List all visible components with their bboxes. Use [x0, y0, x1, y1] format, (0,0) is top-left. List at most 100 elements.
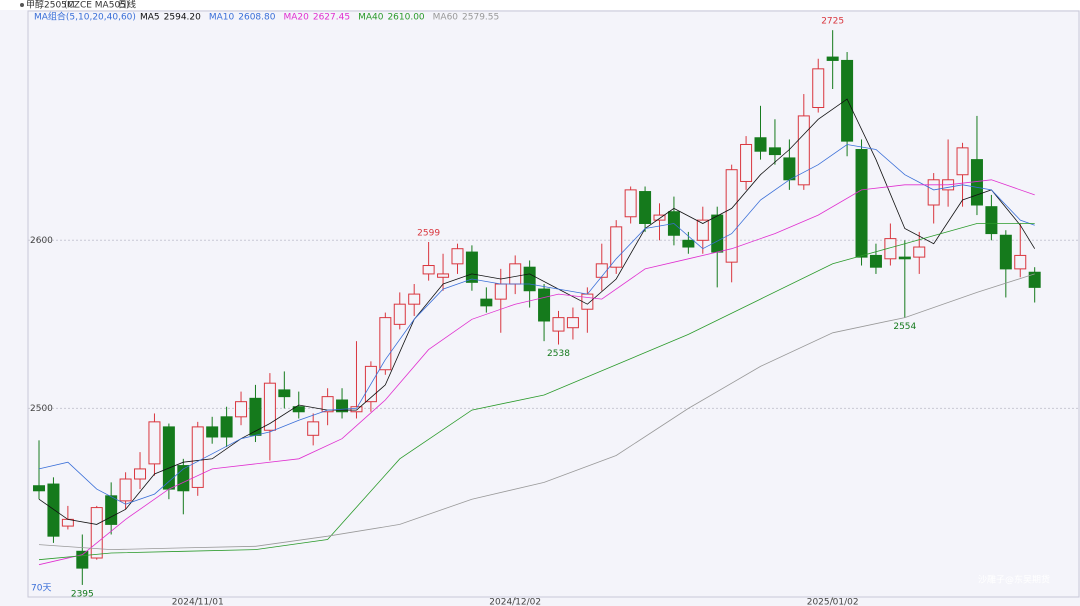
candle-body	[797, 115, 810, 186]
subtitle: (CZCE MA505)	[64, 1, 129, 11]
candle-body	[191, 426, 204, 488]
candle-body	[393, 303, 406, 325]
candle-body	[235, 401, 248, 418]
candle-body	[509, 263, 522, 285]
count-label: 70天	[31, 584, 51, 594]
candle-body	[47, 483, 60, 537]
candle-body	[581, 293, 594, 310]
candle-body	[336, 399, 349, 413]
candle-body	[754, 137, 767, 152]
candle-body	[307, 421, 320, 436]
extreme-label: 2395	[71, 589, 94, 599]
candle-body	[711, 214, 724, 253]
ma-line	[38, 179, 1035, 566]
watermark: 沙雕子@东吴期货	[978, 574, 1050, 586]
extreme-label: 2599	[417, 228, 440, 238]
indicator-label: MA组合(5,10,20,40,60)	[34, 11, 136, 23]
candle-body	[538, 288, 551, 322]
x-tick-label: 2024/11/01	[172, 598, 224, 606]
candle-body	[206, 426, 219, 438]
candle-body	[682, 239, 695, 248]
candle-body	[249, 397, 262, 436]
legend-name: MA20	[283, 13, 309, 23]
header-bar	[0, 0, 1080, 10]
candle-body	[134, 468, 147, 480]
candle-body	[913, 246, 926, 258]
candle-body	[653, 214, 666, 221]
extreme-label: 2538	[547, 349, 570, 359]
candle-body	[869, 254, 882, 268]
legend-value: 2610.00	[387, 13, 424, 23]
candle-body	[523, 266, 536, 292]
candle-body	[465, 251, 478, 283]
candle-body	[422, 265, 435, 275]
candle-body	[696, 219, 709, 241]
candle-body	[566, 317, 579, 329]
candle-body	[956, 147, 969, 176]
candle-body	[999, 234, 1012, 270]
candle-body	[783, 157, 796, 181]
candle-body	[148, 421, 161, 465]
legend-value: 2627.45	[313, 13, 350, 23]
legend-name: MA60	[433, 13, 459, 23]
candle-body	[350, 406, 363, 413]
extreme-label: 2725	[821, 17, 844, 27]
candle-body	[768, 147, 781, 156]
extreme-label: 2554	[893, 322, 916, 332]
candle-body	[480, 298, 493, 307]
x-tick-label: 2024/12/02	[489, 598, 541, 606]
icon	[20, 3, 24, 7]
candle-body	[639, 191, 652, 224]
legend-value: 2608.80	[238, 13, 275, 23]
plot-frame	[27, 10, 1080, 598]
candle-body	[898, 256, 911, 260]
candle-body	[33, 485, 46, 492]
candle-body	[985, 206, 998, 235]
candle-body	[90, 507, 103, 559]
title: 甲醇2505M	[26, 0, 75, 11]
candle-body	[740, 143, 753, 182]
candle-body	[263, 382, 276, 431]
candle-body	[725, 169, 738, 263]
ma-line	[38, 223, 1035, 561]
candle-body	[408, 293, 421, 305]
candle-body	[220, 416, 233, 438]
candle-body	[437, 273, 450, 278]
ma-line	[38, 98, 1036, 525]
candle-body	[884, 238, 897, 260]
legend-value: 2594.20	[164, 13, 201, 23]
candle-body	[321, 396, 334, 413]
candle-body	[119, 478, 132, 502]
candle-body	[177, 465, 190, 492]
candle-body	[624, 189, 637, 218]
x-tick-label: 2025/01/02	[807, 598, 859, 606]
candle-body	[826, 56, 839, 61]
candle-body	[278, 389, 291, 398]
candle-body	[855, 149, 868, 258]
candle-body	[105, 495, 118, 525]
y-tick-label: 2600	[30, 236, 53, 246]
ma-line	[38, 273, 1035, 551]
candle-body	[610, 226, 623, 268]
candle-body	[76, 550, 89, 569]
legend-value: 2579.55	[462, 13, 499, 23]
candle-body	[927, 179, 940, 206]
candle-body	[292, 406, 305, 413]
candle-body	[1014, 254, 1027, 270]
legend-name: MA40	[358, 13, 384, 23]
candle-body	[841, 59, 854, 142]
y-tick-label: 2500	[30, 404, 53, 414]
candle-body	[1028, 271, 1041, 288]
ma-line	[38, 144, 1035, 505]
candle-body	[451, 248, 464, 265]
candle-body	[812, 68, 825, 108]
legend-name: MA5	[140, 13, 160, 23]
candle-body	[162, 426, 175, 490]
candle-body	[595, 263, 608, 278]
candle-body	[379, 317, 392, 371]
candle-body	[552, 317, 565, 332]
period[interactable]: 日线	[118, 0, 136, 11]
candle-body	[494, 283, 507, 300]
legend-name: MA10	[209, 13, 235, 23]
